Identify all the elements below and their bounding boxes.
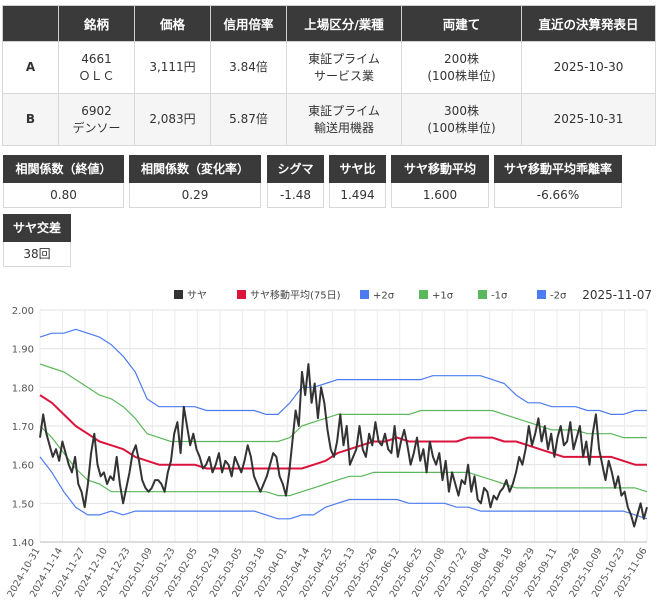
metric-value: -1.48 <box>267 183 324 208</box>
margin-cell: 3.84倍 <box>210 41 287 94</box>
metric-value: 38回 <box>3 242 71 267</box>
stock-cell: 6902 デンソー <box>58 93 135 146</box>
stock-cell: 4661 ＯＬＣ <box>58 41 135 94</box>
date-cell: 2025-10-31 <box>521 93 656 146</box>
metric-value: 0.80 <box>3 183 124 208</box>
col-header-price: 価格 <box>134 5 211 42</box>
legend-swatch <box>174 290 183 299</box>
series-line-3 <box>39 363 647 443</box>
hedge-unit: (100株単位) <box>427 120 496 135</box>
metric-correlation-change: 相関係数（変化率） 0.29 <box>129 155 261 208</box>
market-name: 東証プライム <box>308 103 380 118</box>
series-line-0 <box>39 363 648 528</box>
col-header-date: 直近の決算発表日 <box>521 5 656 42</box>
col-header-market: 上場区分/業種 <box>286 5 402 42</box>
row-key: B <box>2 93 59 146</box>
market-name: 東証プライム <box>308 51 380 66</box>
metric-value: 1.600 <box>391 183 489 208</box>
y-tick-label: 2.00 <box>12 306 34 317</box>
metric-label: シグマ <box>267 155 324 183</box>
series-line-2 <box>39 328 647 415</box>
stock-code: 4661 <box>81 51 112 66</box>
metric-spread-ma: サヤ移動平均 1.600 <box>391 155 489 208</box>
metric-spread-ratio: サヤ比 1.494 <box>329 155 386 208</box>
legend-label: -2σ <box>550 291 567 302</box>
hedge-cell: 300株 (100株単位) <box>401 93 522 146</box>
margin-cell: 5.87倍 <box>210 93 287 146</box>
legend-swatch <box>419 290 428 299</box>
col-header-key <box>2 5 59 42</box>
stock-name: ＯＬＣ <box>78 68 115 83</box>
legend-swatch <box>478 290 487 299</box>
x-axis: 2024-10-312024-11-142024-11-272024-12-10… <box>5 541 650 599</box>
hedge-cell: 200株 (100株単位) <box>401 41 522 94</box>
y-tick-label: 1.70 <box>12 422 34 433</box>
metric-value: 1.494 <box>329 183 386 208</box>
table-row: A 4661 ＯＬＣ 3,111円 3.84倍 東証プライム サービス業 200株 (… <box>2 41 656 94</box>
y-tick-label: 1.60 <box>12 461 34 472</box>
price-cell: 3,111円 <box>134 41 211 94</box>
series-line-1 <box>39 394 647 470</box>
y-tick-label: 1.90 <box>12 345 34 356</box>
market-cell: 東証プライム サービス業 <box>286 41 402 94</box>
metric-label: サヤ交差 <box>3 214 71 242</box>
metric-spread-crossings: サヤ交差 38回 <box>3 214 71 267</box>
metric-label: サヤ移動平均乖離率 <box>494 155 622 183</box>
metric-label: 相関係数（変化率） <box>129 155 261 183</box>
market-cell: 東証プライム 輸送用機器 <box>286 93 402 146</box>
legend-swatch <box>237 290 246 299</box>
metric-label: サヤ移動平均 <box>391 155 489 183</box>
hedge-unit: (100株単位) <box>427 68 496 83</box>
spread-chart: サヤ サヤ移動平均(75日) +2σ +1σ -1σ -2σ 2025-11-07 1.4… <box>5 288 652 599</box>
legend-label: +2σ <box>373 291 395 302</box>
hedge-shares: 300株 <box>444 103 479 118</box>
pair-table-header: 銘柄 価格 信用倍率 上場区分/業種 両建て 直近の決算発表日 <box>2 5 656 42</box>
metric-correlation-close: 相関係数（終値） 0.80 <box>3 155 124 208</box>
price-cell: 2,083円 <box>134 93 211 146</box>
legend-swatch <box>360 290 369 299</box>
chart-date-label: 2025-11-07 <box>582 288 652 302</box>
metric-label: サヤ比 <box>329 155 386 183</box>
legend-label: +1σ <box>432 291 454 302</box>
pair-table: 銘柄 価格 信用倍率 上場区分/業種 両建て 直近の決算発表日 A 4661 ＯＬ… <box>2 5 656 146</box>
y-tick-label: 1.80 <box>12 383 34 394</box>
y-tick-label: 1.50 <box>12 499 34 510</box>
industry-name: 輸送用機器 <box>313 120 374 135</box>
chart-series <box>39 328 648 528</box>
stock-name: デンソー <box>72 120 121 135</box>
chart-legend: サヤ サヤ移動平均(75日) +2σ +1σ -1σ -2σ <box>174 289 567 302</box>
metric-label: 相関係数（終値） <box>3 155 124 183</box>
col-header-margin: 信用倍率 <box>210 5 287 42</box>
date-cell: 2025-10-30 <box>521 41 656 94</box>
row-key: A <box>2 41 59 94</box>
table-row: B 6902 デンソー 2,083円 5.87倍 東証プライム 輸送用機器 300株… <box>2 93 656 146</box>
series-line-5 <box>39 456 648 520</box>
col-header-hedge: 両建て <box>401 5 522 42</box>
legend-swatch <box>537 290 546 299</box>
metric-spread-ma-deviation: サヤ移動平均乖離率 -6.66% <box>494 155 622 208</box>
col-header-stock: 銘柄 <box>58 5 135 42</box>
legend-label: -1σ <box>491 291 508 302</box>
stock-code: 6902 <box>81 103 112 118</box>
metric-value: 0.29 <box>129 183 261 208</box>
hedge-shares: 200株 <box>444 51 479 66</box>
y-tick-label: 1.40 <box>12 538 34 549</box>
metric-sigma: シグマ -1.48 <box>267 155 324 208</box>
legend-label: サヤ移動平均(75日) <box>250 289 341 302</box>
chart-grid <box>39 309 648 543</box>
metric-value: -6.66% <box>494 183 622 208</box>
legend-label: サヤ <box>187 290 207 302</box>
series-line-4 <box>39 425 648 497</box>
y-axis: 1.40 1.50 1.60 1.70 1.80 1.90 2.00 <box>12 306 34 549</box>
industry-name: サービス業 <box>313 68 374 83</box>
